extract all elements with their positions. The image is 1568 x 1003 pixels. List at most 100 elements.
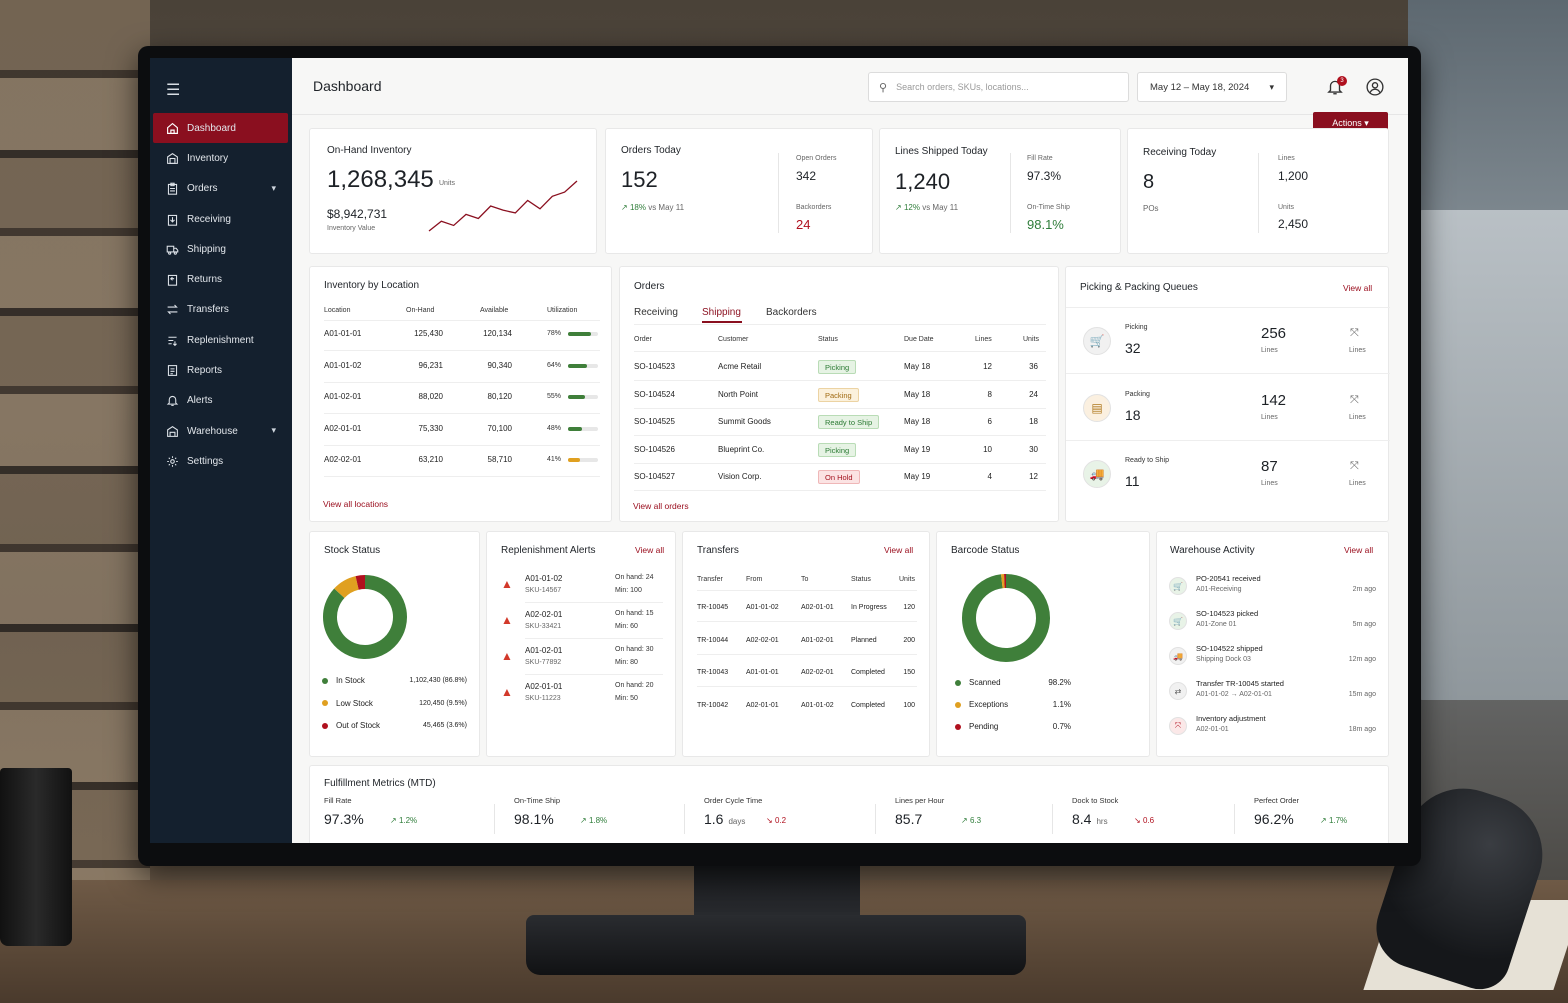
date-range-select[interactable]: May 12 – May 18, 2024 ▾ [1137, 72, 1287, 102]
menu-icon[interactable]: ☰ [166, 82, 181, 99]
transfer-id: TR-10044 [697, 636, 729, 644]
due-date-cell: May 19 [904, 444, 931, 454]
row-divider [697, 653, 917, 655]
utilization-bar [568, 395, 598, 400]
sidebar-item-dashboard[interactable]: Dashboard [153, 113, 288, 144]
fulfillment-metrics-card: Fulfillment Metrics (MTD) Fill Rate 97.3%… [309, 765, 1389, 843]
transfer-icon: ⇄ [1169, 682, 1187, 700]
utilization-cell: 41% [547, 456, 562, 464]
sidebar-item-warehouse[interactable]: Warehouse ▾ [153, 416, 288, 446]
lines-cell: 10 [983, 444, 992, 454]
view-all-activity-link[interactable]: View all [1344, 545, 1374, 555]
alert-location: A02-01-01 [525, 682, 563, 691]
activity-time: 12m ago [1348, 656, 1376, 663]
legend-item: In Stock [322, 676, 365, 685]
customer-cell: Vision Corp. [718, 472, 762, 482]
donut-slice [334, 576, 360, 599]
utilization-cell: 55% [547, 393, 562, 401]
sidebar-item-label: Orders [187, 183, 218, 195]
units-value: 2,450 [1278, 217, 1309, 231]
view-all-queues-link[interactable]: View all [1343, 283, 1373, 293]
kpi-title: On-Hand Inventory [327, 145, 412, 156]
sidebar-item-receiving[interactable]: Receiving [153, 204, 288, 234]
metric-value-text: 98.1% [514, 811, 554, 827]
card-title: Transfers [697, 545, 739, 556]
utilization-bar [568, 363, 598, 368]
wave-icon: ⤧ [1350, 327, 1359, 339]
transfers-card: Transfers View all Transfer From To Stat… [682, 531, 930, 757]
legend-label: In Stock [336, 676, 365, 685]
row-divider [525, 602, 663, 603]
view-all-replenishment-link[interactable]: View all [635, 545, 665, 555]
view-all-locations-link[interactable]: View all locations [323, 499, 389, 509]
legend-dot [955, 723, 961, 730]
sidebar-item-transfers[interactable]: Transfers [153, 295, 288, 325]
sidebar-item-settings[interactable]: Settings [153, 446, 288, 476]
alert-sku: SKU-77892 [525, 659, 562, 666]
warning-icon: ▲ [501, 613, 513, 627]
search-input[interactable]: ⚲ Search orders, SKUs, locations... [868, 72, 1129, 102]
col-header-due-date: Due Date [904, 336, 934, 343]
row-divider [324, 413, 600, 415]
chevron-down-icon[interactable]: ▾ [271, 424, 276, 435]
legend-item: Low Stock [322, 699, 373, 708]
metric-delta: ↗ 1.2% [390, 816, 417, 825]
tab-receiving[interactable]: Receiving [634, 307, 678, 318]
package-icon: ▤ [1083, 393, 1111, 422]
metric-delta-value: 1.8% [588, 816, 608, 825]
transfer-units: 200 [903, 636, 915, 644]
sidebar-item-reports[interactable]: Reports [153, 355, 288, 385]
col-header-status: Status [818, 336, 838, 343]
sidebar-nav: Dashboard Inventory Orders ▾ Receiving S… [153, 113, 288, 477]
report-icon [165, 364, 179, 378]
activity-time: 15m ago [1348, 691, 1376, 698]
customer-cell: North Point [718, 389, 759, 399]
row-divider [634, 435, 1046, 437]
activity-sub: A01-01-02 → A02-01-01 [1196, 691, 1272, 698]
activity-sub: A01-Receiving [1196, 586, 1242, 593]
background-truck [1418, 210, 1568, 700]
backorders-label: Backorders [796, 204, 832, 211]
queue-lines-value: 87 [1261, 458, 1278, 475]
chevron-down-icon: ▾ [1269, 82, 1274, 92]
metric-divider [1052, 804, 1053, 834]
trend-down-icon: ↘ [766, 816, 775, 825]
metric-delta-value: 1.2% [398, 816, 418, 825]
truck-icon: 🚚 [1169, 647, 1187, 665]
metric-delta: ↘ 0.2 [766, 816, 786, 825]
lines-cell: 4 [987, 472, 992, 482]
queue-lines-value: 256 [1261, 325, 1287, 342]
sidebar-item-returns[interactable]: Returns [153, 264, 288, 294]
view-all-orders-link[interactable]: View all orders [633, 501, 689, 511]
card-title: Stock Status [324, 545, 381, 556]
row-divider [324, 381, 600, 383]
dashboard-screen: ☰ Dashboard Inventory Orders ▾ Receiving [150, 58, 1408, 843]
tab-shipping-underline [702, 321, 742, 323]
view-all-transfers-link[interactable]: View all [884, 545, 914, 555]
backorders-value: 24 [796, 217, 811, 232]
truck-icon [165, 242, 179, 256]
sidebar-item-inventory[interactable]: Inventory [153, 143, 288, 173]
actions-label: Actions [1332, 118, 1362, 128]
tab-shipping[interactable]: Shipping [702, 307, 741, 318]
receive-icon [165, 212, 179, 226]
kpi-title: Orders Today [621, 145, 681, 156]
user-avatar-icon[interactable] [1366, 78, 1384, 96]
wave-icon: ⤧ [1350, 393, 1359, 406]
transfer-to: A02-01-01 [801, 604, 834, 611]
sidebar-item-replenishment[interactable]: Replenishment [153, 325, 288, 355]
sidebar-item-shipping[interactable]: Shipping [153, 234, 288, 264]
kpi-value: 1,268,345 [327, 166, 434, 193]
table-divider [697, 590, 917, 591]
queue-lines-value: 142 [1261, 391, 1287, 409]
wave-label: Lines [1349, 413, 1366, 421]
units-label: Units [1278, 204, 1294, 211]
sidebar-item-alerts[interactable]: Alerts [153, 386, 288, 416]
chevron-down-icon[interactable]: ▾ [271, 182, 276, 193]
transfer-from: A02-01-01 [746, 702, 779, 710]
sidebar-item-orders[interactable]: Orders ▾ [153, 174, 288, 204]
replenishment-alerts-card: Replenishment Alerts View all ▲ A01-01-02… [486, 531, 676, 757]
transfer-to: A01-01-02 [801, 702, 834, 710]
metric-value: 8.4 hrs [1072, 811, 1108, 827]
tab-backorders[interactable]: Backorders [766, 307, 817, 318]
